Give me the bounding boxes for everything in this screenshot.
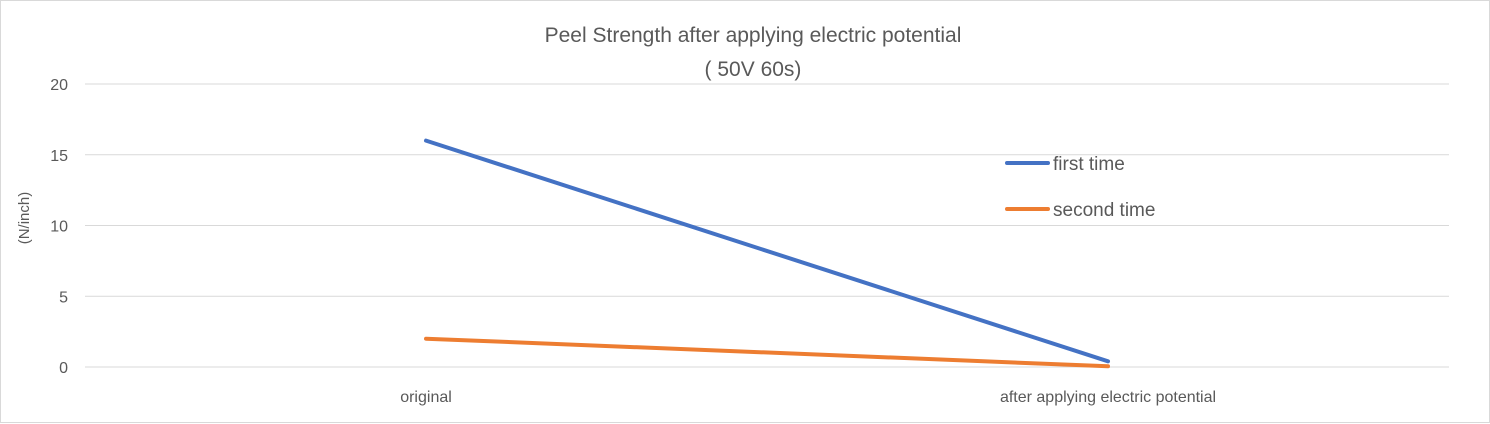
series-line-0	[424, 138, 1110, 364]
y-tick-label: 0	[59, 360, 68, 377]
legend: first time second time	[1005, 154, 1155, 221]
x-tick-label: original	[400, 389, 452, 406]
series-lines	[424, 138, 1110, 369]
y-tick-label: 10	[50, 219, 68, 236]
y-tick-label: 15	[50, 148, 68, 165]
chart-subtitle: ( 50V 60s)	[705, 58, 802, 81]
y-axis-ticks: 0 5 10 15 20	[50, 77, 68, 377]
legend-label: first time	[1053, 154, 1125, 175]
y-axis-label: (N/inch)	[16, 192, 33, 245]
y-tick-label: 5	[59, 289, 68, 306]
x-axis-ticks: original after applying electric potentia…	[400, 389, 1216, 406]
y-tick-label: 20	[50, 77, 68, 94]
series-line-1	[424, 336, 1110, 369]
gridlines	[85, 83, 1449, 368]
legend-label: second time	[1053, 200, 1155, 221]
chart-title: Peel Strength after applying electric po…	[545, 24, 962, 47]
x-tick-label: after applying electric potential	[1000, 389, 1216, 406]
